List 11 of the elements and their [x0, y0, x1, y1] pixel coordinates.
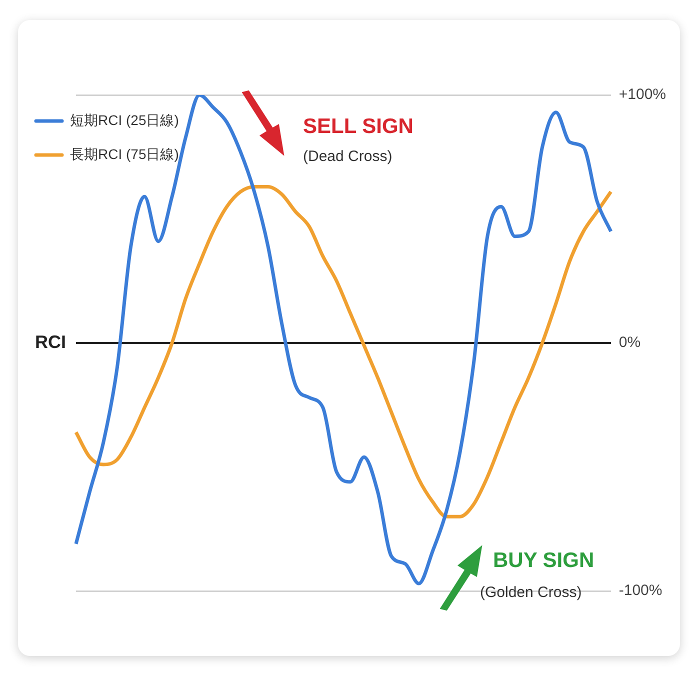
legend-label: 長期RCI (75日線) — [70, 146, 179, 162]
legend-label: 短期RCI (25日線) — [70, 112, 179, 128]
y-axis-title: RCI — [35, 332, 66, 352]
y-tick-label: -100% — [618, 582, 662, 600]
annotation: (Dead Cross) — [303, 148, 392, 166]
line-series — [74, 185, 613, 518]
annotation: BUY SIGN — [493, 548, 594, 572]
annotation: (Golden Cross) — [480, 584, 582, 602]
annotation: SELL SIGN — [303, 114, 414, 138]
y-tick-label: +100% — [618, 86, 666, 104]
y-tick-label: 0% — [618, 334, 641, 352]
